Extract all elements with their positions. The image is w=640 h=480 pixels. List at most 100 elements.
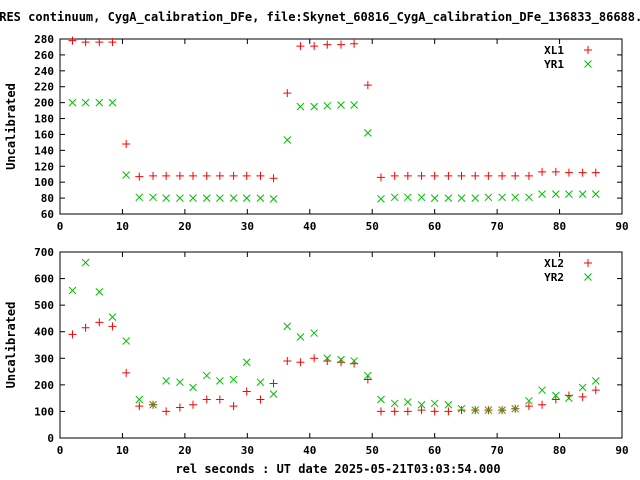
data-point xyxy=(176,194,184,202)
data-point xyxy=(538,167,547,176)
data-point xyxy=(430,407,439,416)
data-point xyxy=(524,171,533,180)
data-point xyxy=(457,171,466,180)
x-tick-label: 0 xyxy=(57,444,64,457)
y-tick-label: 200 xyxy=(34,379,54,392)
data-point xyxy=(430,194,439,202)
data-point xyxy=(135,172,144,181)
data-point xyxy=(68,98,77,107)
data-point xyxy=(376,407,385,416)
data-point xyxy=(471,171,480,180)
data-point xyxy=(95,98,104,107)
data-point xyxy=(149,193,157,202)
plot-frame xyxy=(59,38,623,215)
data-point xyxy=(323,354,332,363)
data-point xyxy=(457,406,466,415)
x-tick-label: 20 xyxy=(178,444,191,457)
y-tick-label: 100 xyxy=(34,176,54,189)
data-point xyxy=(565,190,573,198)
data-point xyxy=(256,378,265,387)
data-point xyxy=(256,171,265,180)
y-tick-label: 180 xyxy=(34,113,54,126)
data-point xyxy=(256,395,265,404)
x-tick-label: 30 xyxy=(241,444,254,457)
data-point xyxy=(310,42,319,51)
data-point xyxy=(538,190,546,198)
data-point xyxy=(363,375,372,384)
data-point xyxy=(162,194,171,202)
data-point xyxy=(296,358,305,367)
data-point xyxy=(498,193,506,202)
data-point xyxy=(525,396,533,405)
data-point xyxy=(202,171,211,180)
data-point xyxy=(229,375,238,384)
data-point xyxy=(525,193,533,202)
data-point xyxy=(95,288,104,296)
y-axis-label: Uncalibrated xyxy=(4,302,18,389)
y-tick-label: 280 xyxy=(34,33,54,46)
x-tick-label: 50 xyxy=(366,444,379,457)
data-point xyxy=(403,171,412,180)
data-point xyxy=(269,174,278,183)
data-point xyxy=(538,400,547,409)
y-tick-label: 700 xyxy=(34,246,54,259)
data-point xyxy=(162,171,171,180)
x-tick-label: 40 xyxy=(303,444,316,457)
data-point xyxy=(135,193,144,202)
x-tick-label: 40 xyxy=(303,220,316,233)
x-tick-label: 80 xyxy=(553,444,566,457)
data-point xyxy=(350,357,358,365)
legend-label-xl1: XL1 xyxy=(544,44,564,57)
series-xl2 xyxy=(68,318,600,416)
legend-marker-yr2 xyxy=(584,273,592,281)
data-point xyxy=(283,322,292,331)
data-point xyxy=(229,171,238,180)
data-point xyxy=(430,171,439,180)
data-point xyxy=(122,171,131,179)
data-point xyxy=(162,377,171,385)
data-point xyxy=(175,171,184,180)
x-tick-label: 60 xyxy=(428,444,441,457)
data-point xyxy=(95,318,104,327)
data-point xyxy=(337,101,345,109)
data-point xyxy=(417,406,426,415)
data-point xyxy=(108,313,117,321)
data-point xyxy=(390,407,399,416)
data-point xyxy=(135,395,144,404)
x-tick-label: 30 xyxy=(241,220,254,233)
legend-label-yr2: YR2 xyxy=(544,271,564,284)
plot-frame xyxy=(59,251,623,439)
data-point xyxy=(444,194,453,202)
data-point xyxy=(417,193,426,202)
data-point xyxy=(578,190,587,198)
data-point xyxy=(457,404,466,413)
x-tick-label: 20 xyxy=(178,220,191,233)
y-tick-label: 60 xyxy=(41,208,54,221)
y-tick-label: 260 xyxy=(34,49,54,62)
data-point xyxy=(149,400,157,409)
y-tick-label: 220 xyxy=(34,81,54,94)
data-point xyxy=(417,171,426,180)
data-point xyxy=(229,402,238,411)
legend-label-xl2: XL2 xyxy=(544,257,564,270)
data-point xyxy=(457,194,466,202)
data-point xyxy=(390,171,399,180)
legend-marker-yr1 xyxy=(584,60,592,68)
data-point xyxy=(323,101,332,110)
series-yr2 xyxy=(68,258,600,414)
data-point xyxy=(578,392,587,401)
data-point xyxy=(216,377,224,385)
y-tick-label: 100 xyxy=(34,405,54,418)
legend-marker-xl2 xyxy=(584,259,592,267)
data-point xyxy=(81,258,90,267)
y-tick-label: 240 xyxy=(34,65,54,78)
legend-marker-xl1 xyxy=(584,46,592,54)
data-point xyxy=(350,101,358,109)
top-panel: 0 10 20 30 40 50 60 70 80 90 60 80 100 120 140 160 180 20… xyxy=(4,33,629,233)
plot-title: IRES continuum, CygA_calibration_DFe, fi… xyxy=(0,10,640,24)
data-point xyxy=(108,322,117,331)
data-point xyxy=(176,378,184,387)
data-point xyxy=(296,42,305,51)
data-point xyxy=(337,40,345,49)
